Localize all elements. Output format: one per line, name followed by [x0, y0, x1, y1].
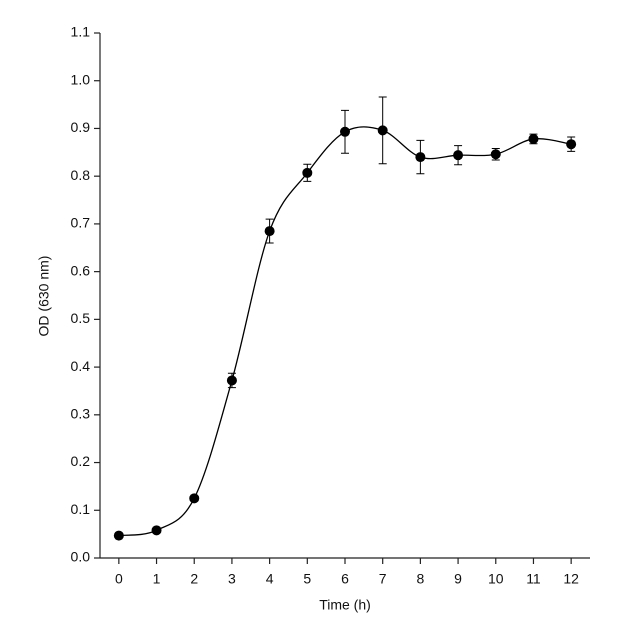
data-point — [189, 493, 200, 504]
x-tick-label: 3 — [228, 571, 236, 587]
x-tick-label: 4 — [266, 571, 274, 587]
x-tick-label: 12 — [563, 571, 579, 587]
y-tick-label: 1.1 — [71, 24, 91, 40]
x-tick-label: 0 — [115, 571, 123, 587]
x-tick-label: 10 — [488, 571, 504, 587]
y-tick-label: 0.4 — [71, 358, 91, 374]
data-point — [490, 149, 501, 160]
x-tick-label: 1 — [153, 571, 161, 587]
x-axis-label: Time (h) — [319, 597, 371, 613]
data-point — [415, 152, 426, 163]
data-point — [453, 150, 464, 161]
x-tick-label: 5 — [303, 571, 311, 587]
x-tick-label: 2 — [190, 571, 198, 587]
y-tick-label: 0.8 — [71, 167, 91, 183]
data-point — [340, 126, 350, 137]
y-axis-label: OD (630 nm) — [36, 256, 52, 337]
data-point — [566, 139, 577, 150]
y-tick-label: 0.0 — [71, 549, 91, 565]
y-tick-label: 0.3 — [71, 406, 91, 422]
x-tick-label: 11 — [526, 571, 541, 587]
x-tick-label: 8 — [416, 571, 424, 587]
y-tick-label: 0.6 — [71, 262, 91, 278]
data-point — [113, 530, 124, 541]
data-point — [377, 125, 388, 136]
y-tick-label: 0.5 — [71, 310, 91, 326]
data-point — [226, 375, 237, 386]
data-point — [151, 525, 162, 536]
x-tick-label: 9 — [454, 571, 462, 587]
data-point — [264, 226, 275, 237]
data-point — [302, 167, 313, 178]
y-tick-label: 0.1 — [71, 501, 91, 517]
y-tick-label: 1.0 — [71, 71, 91, 87]
x-tick-label: 6 — [341, 571, 349, 587]
growth-curve — [118, 126, 572, 537]
y-tick-label: 0.2 — [71, 453, 91, 469]
data-point — [528, 133, 539, 144]
x-tick-label: 7 — [379, 571, 387, 587]
y-tick-label: 0.9 — [71, 119, 91, 135]
y-tick-label: 0.7 — [71, 215, 91, 231]
